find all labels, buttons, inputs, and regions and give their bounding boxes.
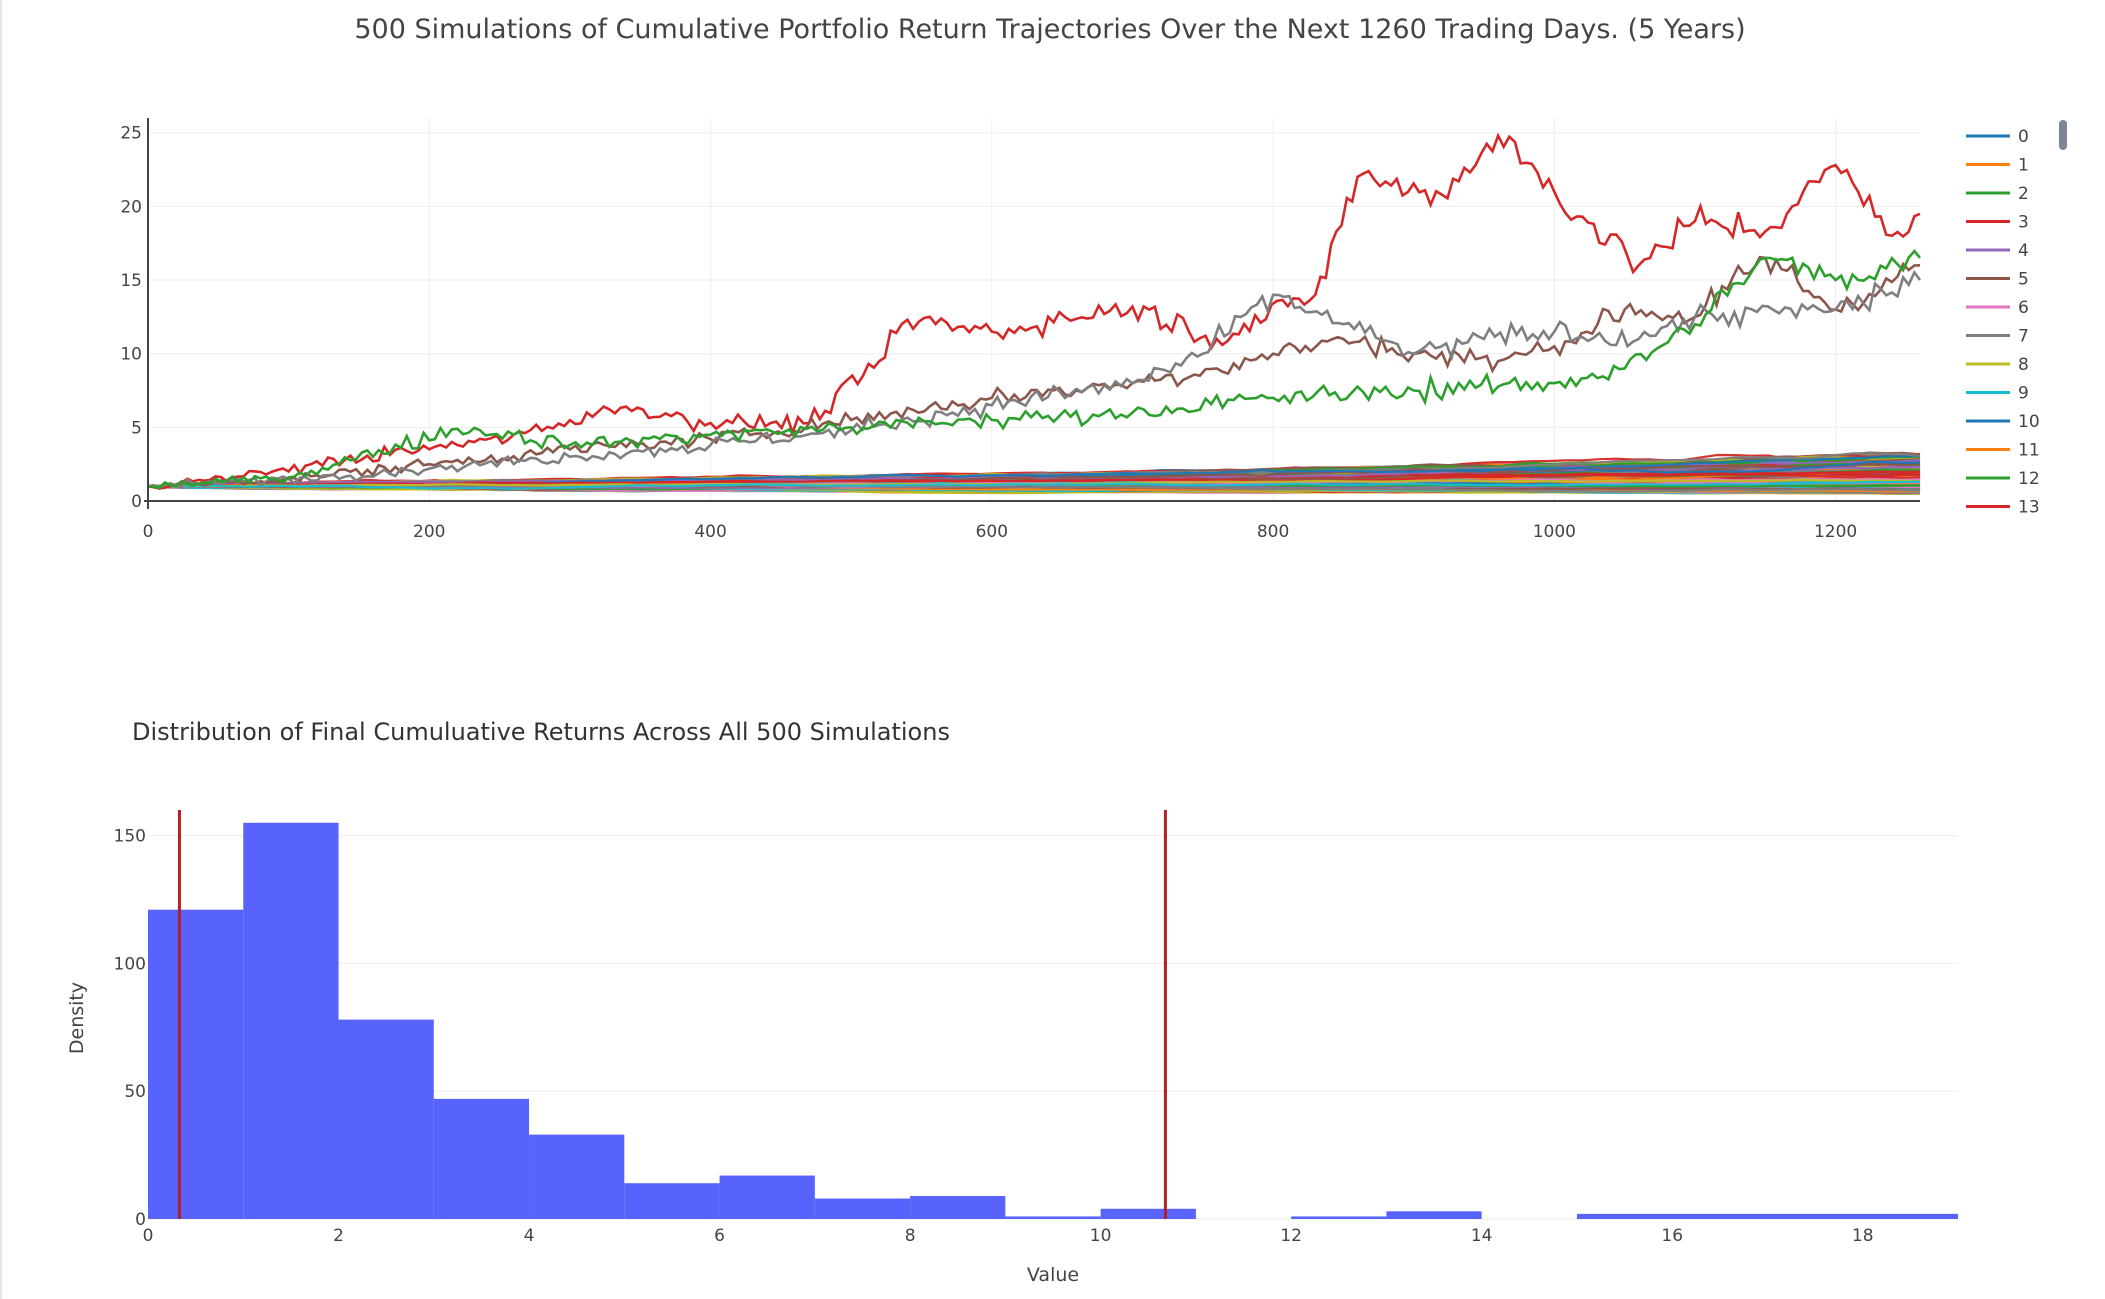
simulation-trace[interactable] [147, 480, 1921, 490]
legend-item[interactable]: 0 [1966, 127, 2029, 147]
histogram-y-axis-title: Density [66, 982, 88, 1054]
histogram-y-tick-label: 150 [114, 827, 146, 847]
legend-label: 1 [2018, 156, 2029, 176]
legend-item[interactable]: 7 [1966, 327, 2029, 347]
histogram-x-tick-label: 0 [143, 1226, 154, 1246]
legend-item[interactable]: 8 [1966, 355, 2029, 375]
histogram-chart: Distribution of Final Cumuluative Return… [66, 718, 1958, 1286]
histogram-bar[interactable] [338, 1019, 434, 1219]
legend-label: 6 [2018, 298, 2029, 318]
line-chart-y-tick-label: 20 [120, 197, 142, 217]
histogram-bar[interactable] [1576, 1213, 1958, 1219]
histogram-bar[interactable] [148, 909, 244, 1219]
histogram-bar[interactable] [433, 1098, 530, 1219]
legend-label: 10 [2018, 412, 2040, 432]
legend-item[interactable]: 4 [1966, 241, 2029, 261]
histogram-bar[interactable] [243, 822, 339, 1219]
histogram-bar[interactable] [814, 1198, 911, 1219]
line-chart-y-tick-label: 10 [120, 345, 142, 365]
histogram-x-tick-label: 16 [1661, 1226, 1683, 1246]
simulation-trace-highlight[interactable] [147, 255, 1921, 491]
legend-item[interactable]: 12 [1966, 469, 2040, 489]
line-chart-axes: 0 200 400 600 800 1000 1200 0 5 10 15 20 25 [120, 118, 1920, 542]
histogram-y-tick-label: 100 [114, 954, 146, 974]
legend-label: 13 [2018, 498, 2040, 518]
histogram-x-tick-label: 6 [714, 1226, 725, 1246]
legend-item[interactable]: 10 [1966, 412, 2040, 432]
line-chart-traces[interactable] [147, 132, 1922, 495]
legend-item[interactable]: 3 [1966, 213, 2029, 233]
line-chart-x-tick-label: 600 [976, 522, 1008, 542]
histogram-x-tick-label: 4 [524, 1226, 535, 1246]
legend-item[interactable]: 9 [1966, 384, 2029, 404]
legend-item[interactable]: 13 [1966, 498, 2040, 518]
legend-label: 0 [2018, 127, 2029, 147]
line-chart-x-tick-label: 0 [143, 522, 154, 542]
line-chart-x-tick-label: 200 [413, 522, 445, 542]
legend-item[interactable]: 2 [1966, 184, 2029, 204]
line-chart-x-tick-label: 1200 [1814, 522, 1857, 542]
legend-label: 12 [2018, 469, 2040, 489]
simulation-trace-highlight[interactable] [147, 269, 1922, 489]
histogram-x-tick-label: 12 [1280, 1226, 1302, 1246]
line-chart: 500 Simulations of Cumulative Portfolio … [120, 14, 2067, 542]
legend-item[interactable]: 6 [1966, 298, 2029, 318]
simulation-trace-highlight[interactable] [147, 249, 1922, 490]
histogram-reference-lines [177, 810, 1167, 1219]
legend-item[interactable]: 11 [1966, 441, 2040, 461]
legend-item[interactable]: 1 [1966, 156, 2029, 176]
histogram-bars[interactable] [148, 822, 1958, 1219]
line-chart-x-tick-label: 800 [1257, 522, 1289, 542]
histogram-axes: 0 50 100 150 0 2 4 6 8 10 12 14 16 18 [114, 827, 1874, 1246]
legend-scrollbar[interactable] [2059, 120, 2067, 150]
legend-label: 4 [2018, 241, 2029, 261]
line-chart-grid [147, 118, 1920, 502]
histogram-bar[interactable] [529, 1134, 625, 1219]
simulation-trace[interactable] [147, 483, 1921, 493]
legend-item[interactable]: 5 [1966, 270, 2029, 290]
line-chart-title: 500 Simulations of Cumulative Portfolio … [354, 14, 1745, 45]
histogram-x-tick-label: 8 [905, 1226, 916, 1246]
histogram-y-tick-label: 50 [124, 1082, 146, 1102]
line-chart-y-tick-label: 25 [120, 124, 142, 144]
histogram-y-tick-label: 0 [135, 1210, 146, 1230]
line-chart-x-tick-label: 1000 [1533, 522, 1576, 542]
histogram-bar[interactable] [624, 1183, 720, 1219]
line-chart-y-tick-label: 0 [131, 492, 142, 512]
histogram-x-tick-label: 2 [333, 1226, 344, 1246]
legend-label: 11 [2018, 441, 2040, 461]
histogram-bar[interactable] [1386, 1211, 1482, 1219]
histogram-x-tick-label: 14 [1471, 1226, 1493, 1246]
legend-label: 3 [2018, 213, 2029, 233]
line-chart-y-tick-label: 15 [120, 271, 142, 291]
legend-label: 7 [2018, 327, 2029, 347]
histogram-bar[interactable] [1291, 1216, 1387, 1219]
histogram-x-axis-title: Value [1027, 1264, 1079, 1286]
histogram-title: Distribution of Final Cumuluative Return… [132, 718, 950, 746]
line-chart-y-tick-label: 5 [131, 418, 142, 438]
histogram-bar[interactable] [1100, 1208, 1196, 1219]
histogram-bar[interactable] [910, 1195, 1006, 1219]
legend-label: 8 [2018, 355, 2029, 375]
legend-label: 5 [2018, 270, 2029, 290]
line-chart-x-tick-label: 400 [694, 522, 726, 542]
histogram-bar[interactable] [719, 1175, 815, 1219]
histogram-bar[interactable] [1005, 1216, 1101, 1219]
histogram-x-tick-label: 18 [1852, 1226, 1874, 1246]
histogram-x-tick-label: 10 [1090, 1226, 1112, 1246]
legend-label: 2 [2018, 184, 2029, 204]
legend-label: 9 [2018, 384, 2029, 404]
simulation-trace-highlight[interactable] [147, 132, 1921, 490]
